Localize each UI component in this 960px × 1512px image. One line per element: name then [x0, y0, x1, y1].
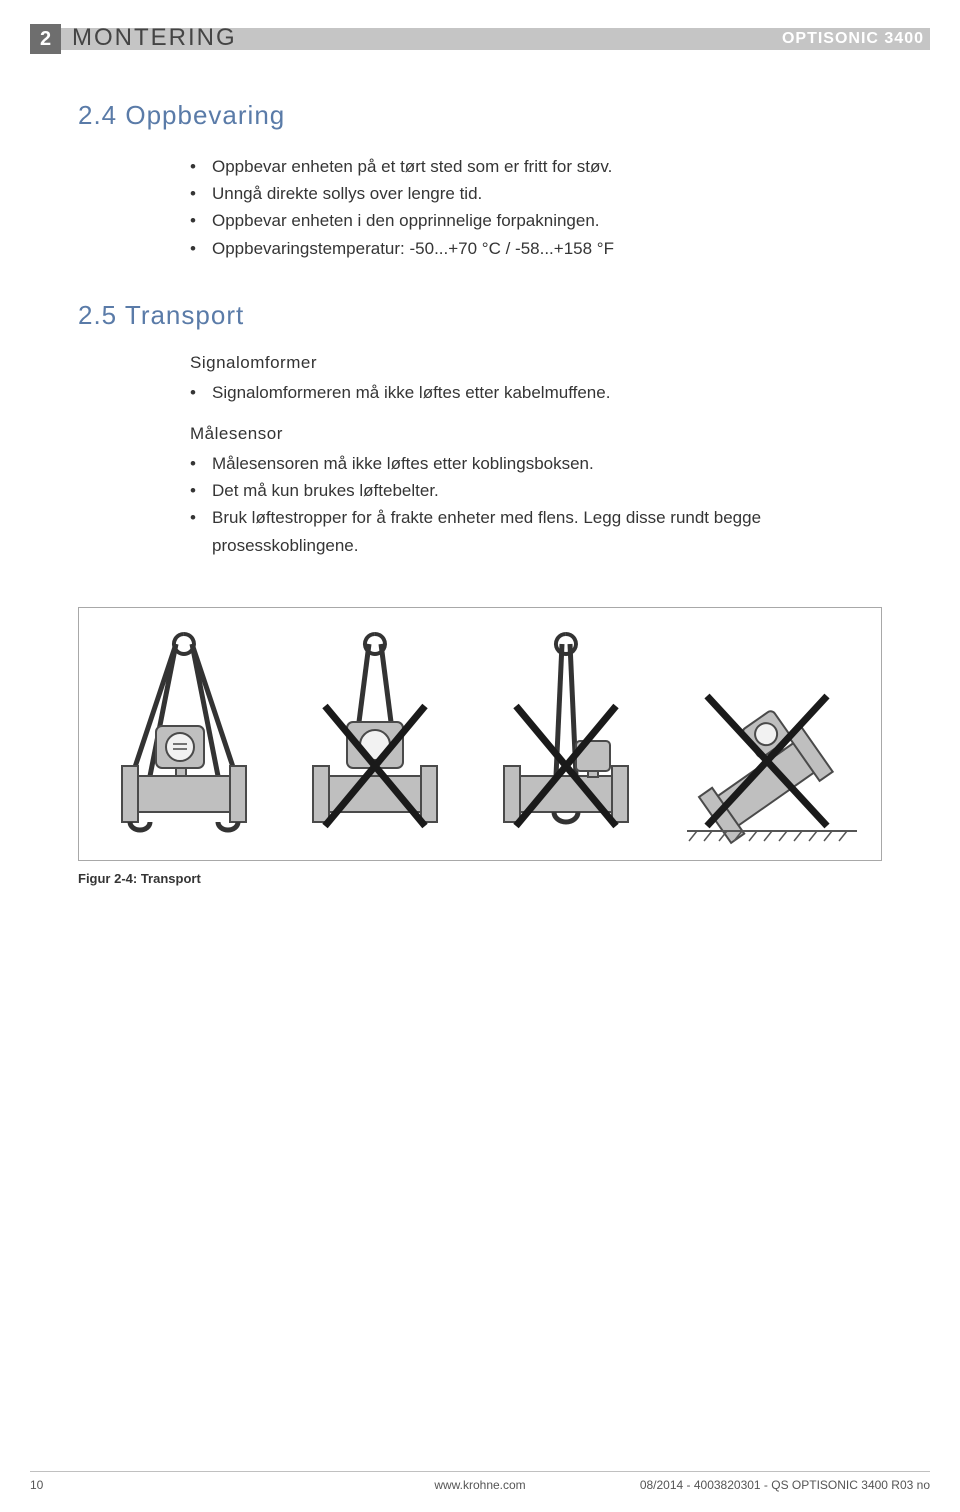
bullets-2-4: Oppbevar enheten på et tørt sted som er … — [190, 153, 882, 262]
bullets-signalomformer: Signalomformeren må ikke løftes etter ka… — [190, 379, 882, 406]
product-name: OPTISONIC 3400 — [782, 28, 924, 50]
bullet-item: Oppbevar enheten på et tørt sted som er … — [190, 153, 882, 180]
block-2-5: Signalomformer Signalomformeren må ikke … — [190, 353, 882, 886]
figure-caption: Figur 2-4: Transport — [78, 871, 882, 886]
heading-2-4: 2.4 Oppbevaring — [78, 100, 882, 131]
page: 2 MONTERING OPTISONIC 3400 2.4 Oppbevari… — [0, 0, 960, 1512]
bullet-item: Signalomformeren må ikke løftes etter ka… — [190, 379, 882, 406]
content: 2.4 Oppbevaring Oppbevar enheten på et t… — [78, 100, 882, 886]
subheading-malesensor: Målesensor — [190, 424, 882, 444]
subheading-signalomformer: Signalomformer — [190, 353, 882, 373]
footer: 10 www.krohne.com 08/2014 - 4003820301 -… — [30, 1471, 930, 1492]
bullet-item: Oppbevar enheten i den opprinnelige forp… — [190, 207, 882, 234]
header-bar: 2 MONTERING OPTISONIC 3400 — [0, 28, 960, 64]
bullets-malesensor: Målesensoren må ikke løftes etter koblin… — [190, 450, 882, 559]
heading-2-5: 2.5 Transport — [78, 300, 882, 331]
bullet-item: Målesensoren må ikke løftes etter koblin… — [190, 450, 882, 477]
section-title: MONTERING — [72, 24, 237, 52]
page-number: 10 — [30, 1478, 43, 1492]
transport-correct-icon — [94, 626, 274, 846]
footer-doc-id: 08/2014 - 4003820301 - QS OPTISONIC 3400… — [640, 1478, 930, 1492]
figure-2-4-box — [78, 607, 882, 861]
transport-wrong-head-icon — [285, 626, 465, 846]
figure-inner — [93, 626, 867, 846]
transport-wrong-center-icon — [476, 626, 656, 846]
bullet-item: Unngå direkte sollys over lengre tid. — [190, 180, 882, 207]
block-2-4: Oppbevar enheten på et tørt sted som er … — [190, 153, 882, 262]
bullet-item: Oppbevaringstemperatur: -50...+70 °C / -… — [190, 235, 882, 262]
bullet-item: Bruk løftestropper for å frakte enheter … — [190, 504, 882, 558]
section-number-badge: 2 — [30, 24, 61, 54]
transport-wrong-tilt-icon — [667, 626, 867, 846]
footer-url: www.krohne.com — [434, 1478, 525, 1492]
bullet-item: Det må kun brukes løftebelter. — [190, 477, 882, 504]
